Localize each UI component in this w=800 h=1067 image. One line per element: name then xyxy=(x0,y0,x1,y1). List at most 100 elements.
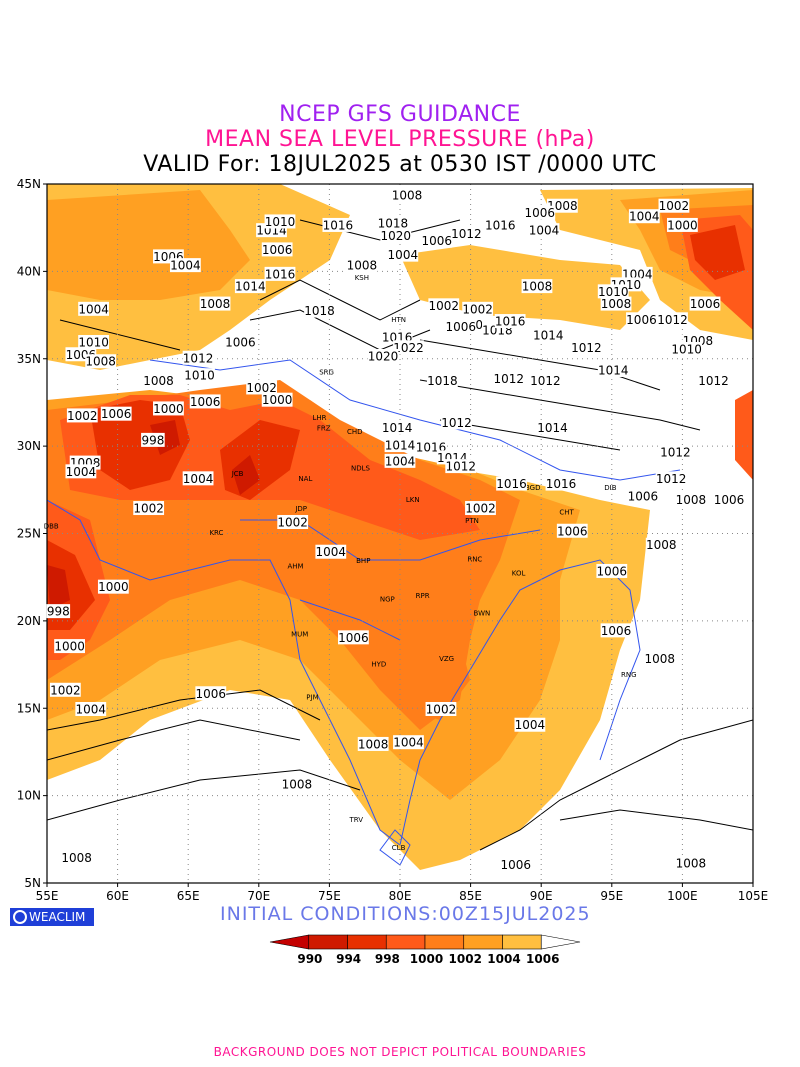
contour-label-box xyxy=(441,415,472,430)
contour-label: 1020 xyxy=(380,228,412,243)
contour-label-box xyxy=(496,476,527,491)
contour-label-text: 1006 xyxy=(338,631,369,645)
contour-label-box xyxy=(514,717,546,732)
contour-label: 1010 xyxy=(78,335,109,350)
contour-label: 1012 xyxy=(493,371,525,386)
contour-label-text: 1012 xyxy=(660,446,691,460)
contour-label: 1004 xyxy=(65,464,97,479)
footer-note: BACKGROUND DOES NOT DEPICT POLITICAL BOU… xyxy=(213,1045,587,1059)
contour-label: 1006 xyxy=(338,630,369,645)
contour-label: 1018 xyxy=(377,216,409,231)
contour-label: 1006 xyxy=(596,563,628,578)
contour-label-text: 1012 xyxy=(445,460,476,474)
contour-label: 1008 xyxy=(143,373,174,388)
contour-label: 1016 xyxy=(496,476,527,491)
contour-label-text: 1002 xyxy=(50,683,81,697)
contour-label: 1016 xyxy=(494,314,526,329)
city-label: RNC xyxy=(467,555,482,563)
contour-label-text: 1006 xyxy=(626,313,657,327)
contour-label-text: 1006 xyxy=(190,395,221,409)
contour-label-box xyxy=(644,651,676,666)
contour-label-text: 1004 xyxy=(385,454,416,468)
contour-label-text: 1014 xyxy=(385,439,416,453)
contour-label-box xyxy=(713,492,745,507)
y-tick-label: 30N xyxy=(17,439,41,453)
contour-label-text: 1020 xyxy=(368,350,399,364)
contour-label: 1000 xyxy=(97,579,129,594)
contour-label-text: 1004 xyxy=(393,736,424,750)
contour-label-text: 1002 xyxy=(133,502,164,516)
contour-label: 1004 xyxy=(628,209,660,224)
contour-label-text: 1012 xyxy=(571,341,602,355)
contour-label-text: 1006 xyxy=(597,564,628,578)
colorbar-segment xyxy=(502,934,542,950)
contour-label: 1002 xyxy=(462,301,494,316)
city-label: RNG xyxy=(621,671,637,679)
contour-label-box xyxy=(261,242,293,257)
contour-label-text: 1002 xyxy=(659,199,690,213)
contour-label: 1006 xyxy=(100,406,132,421)
contour-label-box xyxy=(143,373,174,388)
logo-ring-icon xyxy=(13,910,27,924)
contour-label-text: 1016 xyxy=(496,477,527,491)
contour-label-box xyxy=(532,328,564,343)
contour-label-box xyxy=(133,501,165,516)
logo-text: WEACLIM xyxy=(29,910,86,924)
contour-label: 1008 xyxy=(675,492,707,507)
contour-label-box xyxy=(184,368,215,383)
contour-label-text: 1016 xyxy=(485,218,516,232)
y-tick-label: 40N xyxy=(17,264,41,278)
contour-label: 1006 xyxy=(261,242,293,257)
contour-label: 1008 xyxy=(644,651,676,666)
contour-label-box xyxy=(597,284,629,299)
city-label: NDLS xyxy=(351,465,371,473)
contour-label-box xyxy=(659,445,691,460)
contour-label-box xyxy=(698,373,729,388)
contour-label-box xyxy=(75,701,107,716)
contour-label: 1008 xyxy=(521,279,553,294)
contour-label-box xyxy=(628,209,660,224)
zone-1004-north xyxy=(47,190,250,300)
contour-label-box xyxy=(199,296,231,311)
contour-label-box xyxy=(387,247,419,262)
contour-label-text: 1014 xyxy=(537,421,568,435)
initial-conditions: INITIAL CONDITIONS:00Z15JUL2025 xyxy=(220,903,591,925)
contour-label-box xyxy=(524,205,556,220)
city-label: JCB xyxy=(231,470,244,478)
contour-label: 1002 xyxy=(465,501,496,516)
zone-1000-east xyxy=(735,390,753,480)
y-tick-label: 5N xyxy=(24,876,41,890)
contour-label-box xyxy=(675,855,707,870)
contour-label-box xyxy=(367,349,399,364)
zone-1002-vzg xyxy=(410,640,470,720)
contour-label: 1002 xyxy=(66,408,98,423)
contour-label-text: 1004 xyxy=(529,224,560,238)
city-label: PJM xyxy=(306,694,318,702)
contour-label-text: 1016 xyxy=(495,315,526,329)
contour-label-box xyxy=(234,279,266,294)
contour-label-box xyxy=(384,438,416,453)
contour-label: 1002 xyxy=(246,380,278,395)
city-label: LHR xyxy=(313,414,327,422)
contour-label-text: 1006 xyxy=(714,493,745,507)
city-label: DBB xyxy=(44,522,59,530)
contour-label-text: 1004 xyxy=(75,702,106,716)
contour-label-text: 1006 xyxy=(445,320,476,334)
x-tick-label: 100E xyxy=(667,889,698,903)
contour-label-text: 1004 xyxy=(66,465,97,479)
axis-ticks: 55E 60E 65E 70E 75E 80E 85E 90E 95E 100E 105E 45N 40… xyxy=(17,177,769,903)
contour-label-text: 1008 xyxy=(676,493,707,507)
contour-label-text: 1016 xyxy=(546,477,577,491)
contour-label-box xyxy=(657,312,688,327)
contour-label-box xyxy=(85,354,117,369)
y-tick-label: 35N xyxy=(17,352,41,366)
contour-label-text: 1000 xyxy=(98,580,129,594)
contour-label-text: 1002 xyxy=(246,381,277,395)
contour-label-text: 1018 xyxy=(378,217,409,231)
contour-label-box xyxy=(246,380,278,395)
y-tick-label: 10N xyxy=(17,789,41,803)
contour-label: 1008 xyxy=(346,258,378,273)
contour-label: 1008 xyxy=(85,354,117,369)
contour-label-box xyxy=(169,258,201,273)
